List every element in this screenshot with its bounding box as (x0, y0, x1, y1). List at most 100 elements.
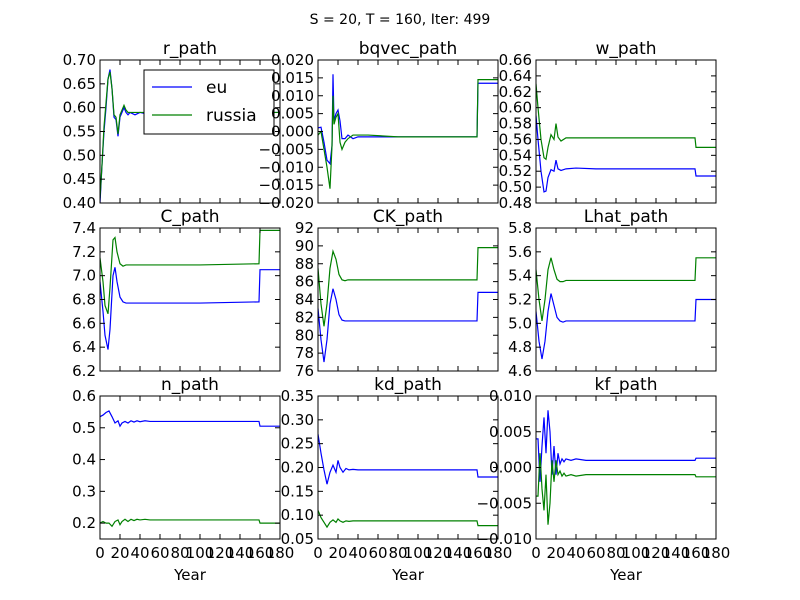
series-line-eu (536, 410, 716, 482)
x-axis-label: Year (609, 566, 643, 584)
y-tick-label: 0.000 (489, 459, 532, 477)
y-tick-label: 5.8 (508, 219, 532, 237)
x-tick-label: 100 (186, 544, 215, 562)
series-line-eu (318, 288, 498, 363)
legend-box (143, 69, 275, 135)
subplot-grid: r_path0.400.450.500.550.600.650.70euruss… (63, 39, 731, 584)
subplot-title: w_path (595, 39, 656, 59)
y-tick-label: 0.4 (72, 451, 96, 469)
y-tick-label: 0.020 (271, 51, 314, 69)
y-tick-label: 88 (295, 255, 314, 273)
series-line-russia (318, 247, 498, 327)
y-tick-label: 90 (295, 237, 314, 255)
x-tick-label: 100 (404, 544, 433, 562)
y-tick-label: 0.62 (499, 83, 532, 101)
y-tick-label: 0.6 (72, 387, 96, 405)
y-tick-label: 0.55 (63, 123, 96, 141)
subplot-kd-path: kd_path 0.05 0.10 0.15 0.20 0.25 0.30 0.35 0 20 40… (281, 375, 513, 584)
x-tick-label: 80 (388, 544, 407, 562)
x-tick-label: 40 (566, 544, 585, 562)
x-tick-label: 120 (642, 544, 671, 562)
y-tick-label: 0.50 (499, 178, 532, 196)
series-line-russia (318, 79, 498, 189)
y-tick-label: 0.2 (72, 514, 96, 532)
y-tick-label: 0.05 (281, 530, 314, 548)
y-tick-label: 0.15 (281, 482, 314, 500)
y-tick-label: 92 (295, 219, 314, 237)
y-tick-label: 0.45 (63, 170, 96, 188)
subplot-title: kd_path (374, 375, 442, 395)
y-tick-label: 0.54 (499, 146, 532, 164)
series-line-eu (536, 293, 716, 360)
subplot-title: n_path (161, 375, 219, 395)
series-line-russia (536, 257, 716, 322)
series-line-russia (100, 518, 280, 528)
legend-label-eu: eu (206, 78, 227, 98)
x-tick-label: 160 (682, 544, 711, 562)
x-tick-label: 80 (170, 544, 189, 562)
y-tick-label: −0.015 (258, 176, 314, 194)
x-tick-label: 140 (444, 544, 473, 562)
x-tick-label: 140 (662, 544, 691, 562)
y-tick-label: 82 (295, 308, 314, 326)
y-tick-label: 0.005 (489, 423, 532, 441)
x-tick-label: 20 (328, 544, 347, 562)
subplot-kf-path: kf_path −0.010 −0.005 0.000 0.005 0.010 0 20 40 6… (476, 375, 730, 584)
y-tick-label: 0.40 (63, 194, 96, 212)
legend: eu russia (143, 69, 275, 135)
series-line-eu (100, 267, 280, 350)
y-tick-label: 86 (295, 273, 314, 291)
y-tick-label: 5.4 (508, 267, 532, 285)
subplot-title: C_path (160, 207, 219, 227)
y-tick-label: −0.020 (258, 194, 314, 212)
x-tick-label: 140 (226, 544, 255, 562)
x-axis-label: Year (391, 566, 425, 584)
y-tick-label: 6.4 (72, 338, 96, 356)
x-tick-label: 0 (95, 544, 105, 562)
y-tick-label: 0.30 (281, 411, 314, 429)
x-tick-label: 0 (313, 544, 323, 562)
y-tick-label: 5.6 (508, 243, 532, 261)
x-axis-label: Year (173, 566, 207, 584)
axes-frame (99, 395, 281, 540)
y-tick-label: 0.64 (499, 67, 532, 85)
y-tick-label: 0.48 (499, 194, 532, 212)
y-tick-label: 4.6 (508, 362, 532, 380)
x-tick-label: 60 (586, 544, 605, 562)
y-tick-label: 7.2 (72, 243, 96, 261)
y-tick-label: 0.25 (281, 435, 314, 453)
y-tick-label: 0.015 (271, 69, 314, 87)
x-tick-label: 40 (348, 544, 367, 562)
x-tick-label: 80 (606, 544, 625, 562)
y-tick-label: 0.52 (499, 162, 532, 180)
series-line-russia (536, 453, 716, 525)
y-tick-label: 0.58 (499, 115, 532, 133)
x-tick-label: 180 (702, 544, 731, 562)
y-tick-label: −0.005 (476, 494, 532, 512)
y-tick-label: 6.6 (72, 314, 96, 332)
y-tick-label: 0.010 (489, 387, 532, 405)
x-tick-label: 20 (110, 544, 129, 562)
x-tick-label: 120 (206, 544, 235, 562)
y-tick-label: 0.66 (499, 51, 532, 69)
y-tick-label: −0.005 (258, 140, 314, 158)
y-tick-label: −0.010 (476, 530, 532, 548)
x-tick-label: 0 (531, 544, 541, 562)
y-tick-label: 0.010 (271, 87, 314, 105)
subplot-C-path: C_path 6.2 6.4 6.6 6.8 7.0 7.2 7.4 (72, 207, 281, 380)
series-line-eu (100, 410, 280, 428)
y-tick-label: 78 (295, 344, 314, 362)
x-tick-label: 160 (464, 544, 493, 562)
subplot-bqvec-path: bqvec_path−0.020−0.015−0.010−0.0050.0000… (258, 39, 499, 212)
y-tick-label: 5.0 (508, 314, 532, 332)
y-tick-label: 0.5 (72, 419, 96, 437)
y-tick-label: 6.2 (72, 362, 96, 380)
y-tick-label: 7.0 (72, 267, 96, 285)
x-tick-label: 180 (484, 544, 513, 562)
y-tick-label: 0.3 (72, 482, 96, 500)
y-tick-label: 76 (295, 362, 314, 380)
y-tick-label: 0.10 (281, 506, 314, 524)
